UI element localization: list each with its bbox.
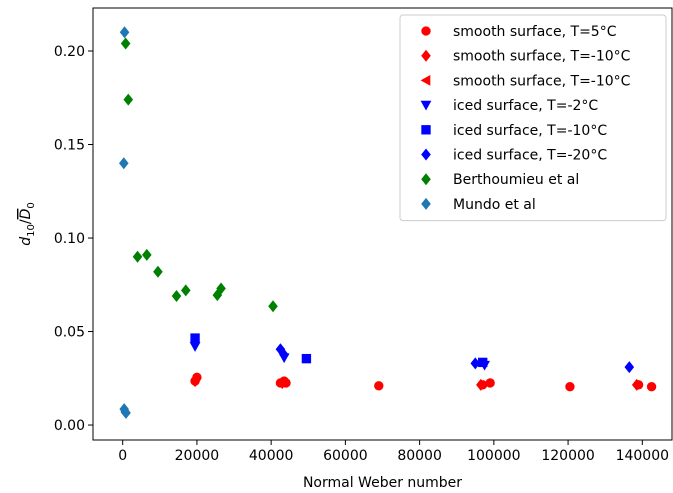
legend-entry: Mundo et al — [453, 197, 536, 213]
legend-marker — [421, 26, 431, 36]
legend-entry: Berthoumieu et al — [453, 172, 579, 188]
data-point — [190, 333, 200, 343]
x-tick-label: 120000 — [541, 448, 594, 464]
data-point — [132, 250, 143, 263]
data-point — [180, 284, 191, 297]
x-tick-label: 100000 — [467, 448, 520, 464]
y-tick-label: 0.05 — [54, 325, 85, 341]
y-tick-label: 0.10 — [54, 231, 85, 247]
y-tick-label: 0.20 — [54, 44, 85, 60]
x-tick-label: 140000 — [616, 448, 669, 464]
legend-entry: iced surface, T=-2°C — [453, 98, 598, 114]
legend-frame — [399, 14, 667, 222]
y-axis-label: d10/D0 — [18, 202, 37, 246]
data-point — [171, 290, 182, 302]
data-point — [119, 26, 130, 39]
x-tick-label: 0 — [118, 448, 127, 464]
data-point — [268, 300, 278, 313]
data-point — [121, 406, 131, 419]
x-axis-label: Normal Weber number — [303, 475, 462, 491]
legend-marker — [421, 173, 431, 186]
data-point — [476, 378, 486, 391]
legend-marker — [420, 75, 431, 86]
data-point — [142, 248, 152, 261]
data-point — [279, 348, 289, 361]
x-axis-ticks: 0 20000 40000 60000 80000 100000 120000 140000 — [118, 440, 669, 464]
data-points — [119, 26, 657, 419]
data-point — [565, 382, 575, 392]
legend-marker — [420, 100, 432, 111]
y-tick-label: 0.00 — [54, 418, 85, 434]
x-tick-label: 80000 — [397, 448, 442, 464]
data-point — [123, 93, 134, 106]
legend-entry: iced surface, T=-10°C — [453, 123, 607, 139]
data-point — [120, 37, 131, 50]
data-point — [485, 378, 495, 388]
legend-entry: smooth surface, T=5°C — [453, 24, 617, 40]
legend-entry: iced surface, T=-20°C — [453, 148, 607, 164]
legend-entry: smooth surface, T=-10°C — [453, 73, 631, 89]
x-tick-label: 20000 — [175, 448, 220, 464]
y-tick-label: 0.15 — [54, 138, 85, 154]
legend-entry: smooth surface, T=-10°C — [453, 49, 631, 65]
data-point — [153, 265, 163, 278]
x-tick-label: 40000 — [249, 448, 294, 464]
legend: smooth surface, T=5°C smooth surface, T=-… — [399, 14, 667, 222]
data-point — [478, 357, 488, 368]
data-point — [119, 157, 129, 170]
data-point — [216, 282, 226, 295]
legend-marker — [421, 49, 431, 62]
data-point — [275, 343, 286, 356]
data-point — [301, 353, 312, 364]
data-point — [189, 342, 201, 352]
x-tick-label: 60000 — [323, 448, 368, 464]
data-point — [374, 381, 384, 391]
y-axis-ticks: 0.00 0.05 0.10 0.15 0.20 — [54, 44, 93, 434]
legend-marker — [421, 197, 431, 210]
data-point — [470, 357, 481, 370]
legend-marker — [421, 148, 431, 161]
data-point — [190, 375, 200, 388]
data-point — [646, 382, 657, 392]
data-point — [277, 376, 288, 389]
legend-marker — [421, 125, 431, 135]
data-point — [624, 361, 635, 374]
data-point — [212, 289, 223, 302]
plot-frame — [92, 7, 673, 441]
data-point — [631, 378, 642, 391]
